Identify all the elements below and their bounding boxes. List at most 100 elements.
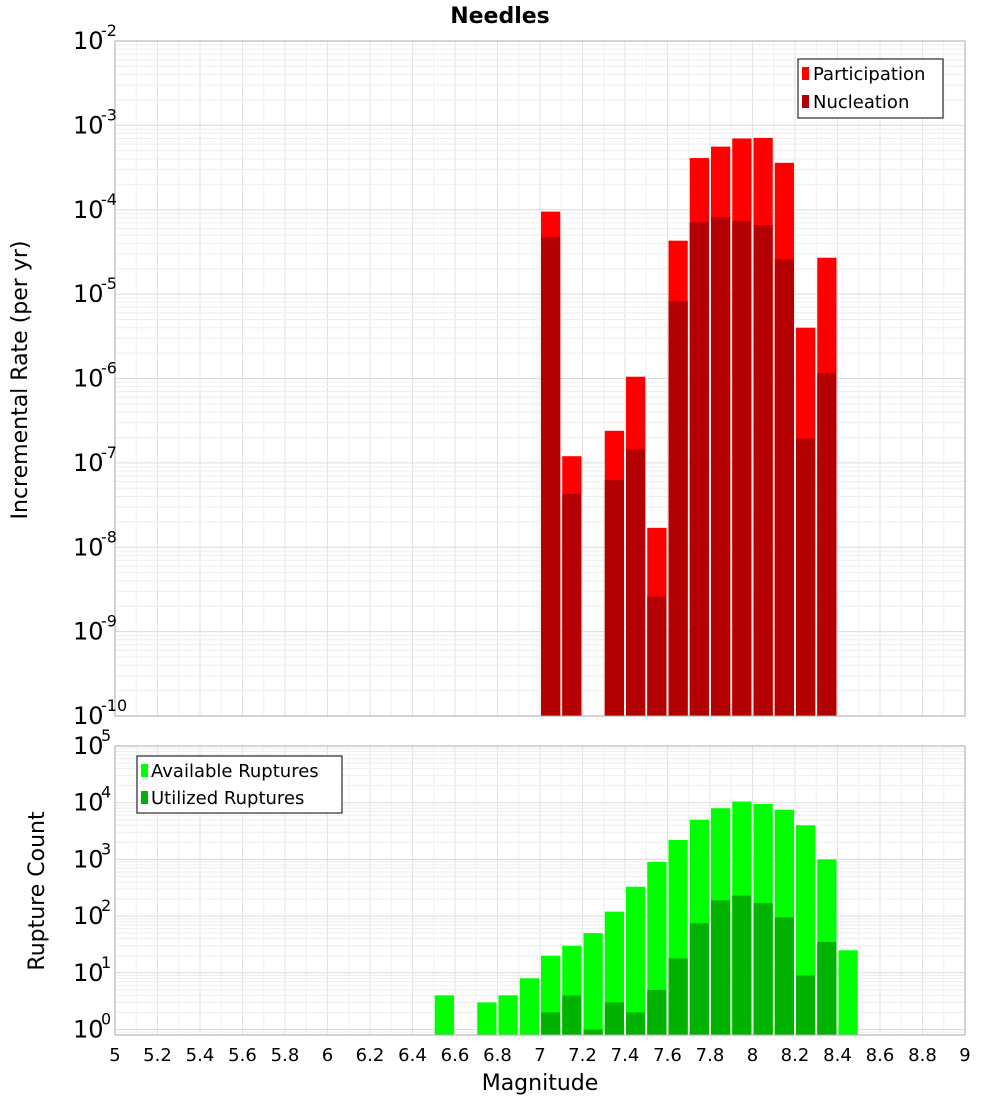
count-bar-s2 xyxy=(689,923,709,1035)
x-axis-label: Magnitude xyxy=(482,1071,599,1096)
legend-swatch-utilized xyxy=(141,791,148,804)
count-bar-s1 xyxy=(434,995,454,1035)
x-tick-label: 6.2 xyxy=(356,1045,385,1066)
chart-title: Needles xyxy=(450,4,550,29)
count-plot-frame xyxy=(114,745,966,1036)
rate-y-tick-exponent: -4 xyxy=(101,190,117,209)
x-tick-label: 5.2 xyxy=(143,1045,172,1066)
count-bar-s2 xyxy=(647,989,667,1035)
rate-y-tick-label: 10 xyxy=(73,280,104,308)
rate-bar-s2 xyxy=(604,479,624,716)
count-y-tick-label: 10 xyxy=(73,732,104,760)
count-y-tick-label: 10 xyxy=(73,902,104,930)
x-tick-label: 7.8 xyxy=(696,1045,725,1066)
count-bar-s2 xyxy=(774,917,794,1035)
count-plot-y-label: Rupture Count xyxy=(25,811,50,971)
x-tick-label: 5.4 xyxy=(186,1045,215,1066)
rate-y-tick-label: 10 xyxy=(73,533,104,561)
count-bar-s1 xyxy=(626,886,646,1035)
count-bar-s2 xyxy=(583,1029,603,1035)
rate-y-tick-label: 10 xyxy=(73,702,104,730)
legend-swatch-participation xyxy=(802,67,809,80)
rate-bar-s2 xyxy=(647,596,667,716)
count-y-tick-exponent: 0 xyxy=(101,1010,111,1029)
count-y-tick-exponent: 2 xyxy=(101,896,111,915)
legend-label-nucleation: Nucleation xyxy=(813,92,909,113)
count-bar-s1 xyxy=(477,1002,497,1035)
x-tick-label: 8.8 xyxy=(908,1045,937,1066)
count-y-tick-label: 10 xyxy=(73,789,104,817)
x-tick-label: 7.2 xyxy=(568,1045,597,1066)
rate-plot-legend: Participation Nucleation xyxy=(797,58,944,119)
rate-y-tick-label: 10 xyxy=(73,449,104,477)
rate-y-tick-exponent: -10 xyxy=(101,696,127,715)
x-tick-label: 5 xyxy=(109,1045,120,1066)
count-bar-s2 xyxy=(562,995,582,1035)
rate-y-tick-exponent: -2 xyxy=(101,21,117,40)
rate-plot-grid xyxy=(115,41,965,717)
count-bar-s2 xyxy=(541,1012,561,1035)
x-tick-label: 5.8 xyxy=(271,1045,300,1066)
count-bar-s2 xyxy=(626,1012,646,1035)
rate-bar-s2 xyxy=(541,237,561,716)
x-tick-label: 6 xyxy=(322,1045,333,1066)
count-y-tick-label: 10 xyxy=(73,1016,104,1044)
x-tick-label: 7.4 xyxy=(611,1045,640,1066)
count-bar-s1 xyxy=(498,995,518,1035)
x-tick-label: 6.6 xyxy=(441,1045,470,1066)
count-bar-s2 xyxy=(732,895,752,1035)
rate-plot-y-label: Incremental Rate (per yr) xyxy=(8,241,33,520)
count-y-tick-label: 10 xyxy=(73,845,104,873)
rate-y-tick-label: 10 xyxy=(73,618,104,646)
rate-bar-s2 xyxy=(753,224,773,716)
rate-bar-s2 xyxy=(562,493,582,716)
rate-y-tick-exponent: -8 xyxy=(101,527,117,546)
legend-label-utilized: Utilized Ruptures xyxy=(151,788,304,809)
legend-label-available: Available Ruptures xyxy=(151,761,319,782)
count-plot-x-ticks: 5 5.2 5.4 5.6 5.8 6 6.2 6.4 6.6 6.8 7 7.2 7.4 7.6 7.8 8… xyxy=(109,1045,970,1066)
x-tick-label: 8.2 xyxy=(781,1045,810,1066)
count-bar-s2 xyxy=(753,903,773,1035)
count-bar-s2 xyxy=(604,1002,624,1035)
rate-bar-s2 xyxy=(774,259,794,716)
count-y-tick-exponent: 4 xyxy=(101,783,111,802)
legend-swatch-nucleation xyxy=(802,95,809,108)
x-tick-label: 8 xyxy=(747,1045,758,1066)
rate-y-tick-exponent: -7 xyxy=(101,443,117,462)
x-tick-label: 8.4 xyxy=(823,1045,852,1066)
count-y-tick-exponent: 3 xyxy=(101,839,111,858)
rate-plot-legend-box xyxy=(797,58,944,119)
x-tick-label: 6.8 xyxy=(483,1045,512,1066)
x-tick-label: 6.4 xyxy=(398,1045,427,1066)
rate-y-tick-exponent: -3 xyxy=(101,105,117,124)
rate-y-tick-exponent: -6 xyxy=(101,359,117,378)
rate-bar-s2 xyxy=(689,222,709,716)
count-plot-legend: Available Ruptures Utilized Ruptures xyxy=(136,755,343,814)
rate-y-tick-exponent: -5 xyxy=(101,274,117,293)
count-plot-legend-box xyxy=(136,755,343,814)
x-tick-label: 7.6 xyxy=(653,1045,682,1066)
count-bar-s1 xyxy=(838,950,858,1035)
rate-y-tick-label: 10 xyxy=(73,111,104,139)
x-tick-label: 9 xyxy=(959,1045,970,1066)
count-bar-s2 xyxy=(668,958,688,1035)
rate-y-tick-exponent: -9 xyxy=(101,612,117,631)
rate-plot-bars xyxy=(541,137,837,717)
count-bar-s2 xyxy=(796,975,816,1035)
count-plot-bars xyxy=(434,801,858,1035)
x-tick-label: 8.6 xyxy=(866,1045,895,1066)
legend-label-participation: Participation xyxy=(813,64,925,85)
rate-bar-s2 xyxy=(796,438,816,716)
legend-swatch-available xyxy=(141,764,148,777)
count-bar-s2 xyxy=(817,941,837,1035)
count-bar-s1 xyxy=(583,933,603,1035)
count-bar-s2 xyxy=(711,900,731,1035)
count-y-tick-label: 10 xyxy=(73,959,104,987)
count-y-tick-exponent: 1 xyxy=(101,953,111,972)
x-tick-label: 5.6 xyxy=(228,1045,257,1066)
